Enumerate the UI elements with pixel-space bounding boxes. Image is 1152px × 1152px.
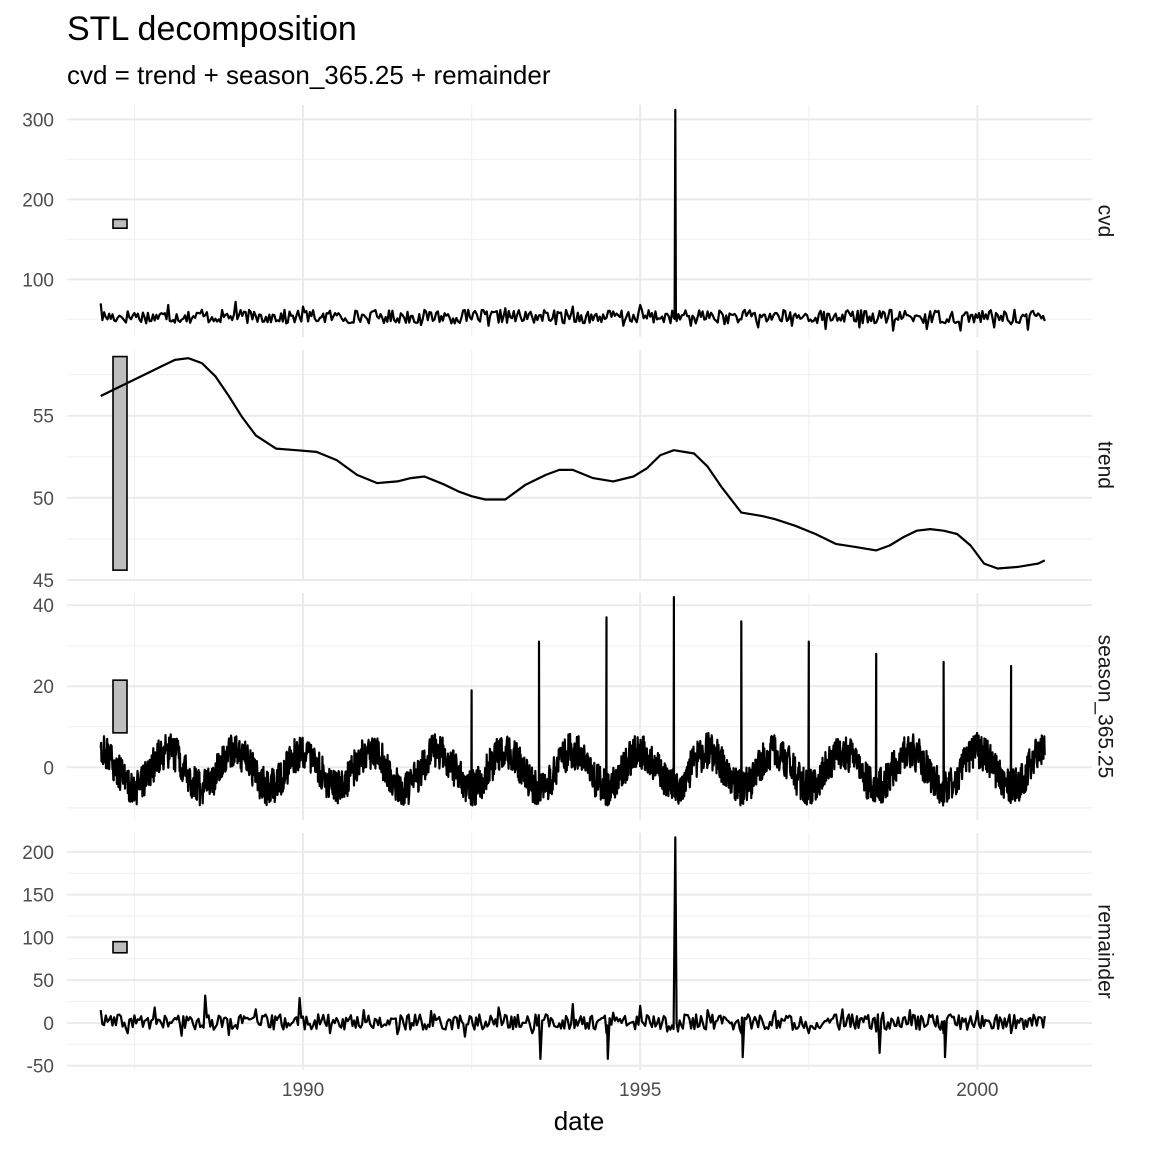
chart-subtitle: cvd = trend + season_365.25 + remainder	[67, 60, 551, 90]
x-tick-label: 1990	[282, 1080, 324, 1101]
panel-strip-label: cvd	[1093, 205, 1116, 238]
y-tick-label: 150	[22, 886, 54, 907]
y-tick-label: 200	[22, 843, 54, 864]
x-tick-label: 1995	[619, 1080, 661, 1101]
y-tick-label: 200	[22, 190, 54, 211]
remainder-series-line	[99, 836, 1046, 1060]
y-tick-label: 50	[33, 489, 54, 510]
y-tick-label: -50	[27, 1057, 54, 1078]
y-tick-label: 0	[43, 1014, 54, 1035]
x-tick-label: 2000	[956, 1080, 998, 1101]
panel-strip-label: trend	[1093, 441, 1116, 489]
y-tick-label: 50	[33, 971, 54, 992]
y-tick-label: 55	[33, 407, 54, 428]
remainder-scale-bar	[112, 940, 128, 954]
y-tick-label: 300	[22, 110, 54, 131]
y-tick-label: 0	[43, 758, 54, 779]
y-tick-label: 100	[22, 928, 54, 949]
x-axis-label: date	[554, 1106, 605, 1136]
panel-strip-label: remainder	[1093, 904, 1116, 999]
y-tick-label: 20	[33, 677, 54, 698]
trend-series-line	[100, 357, 1046, 570]
y-tick-label: 100	[22, 270, 54, 291]
panel-strip-label: season_365.25	[1093, 635, 1116, 779]
chart-title: STL decomposition	[67, 10, 357, 48]
season_365.25-scale-bar	[112, 679, 128, 734]
y-tick-label: 45	[33, 571, 54, 592]
cvd-series-line	[99, 108, 1046, 332]
cvd-scale-bar	[112, 218, 128, 229]
season_365.25-series-line	[99, 596, 1046, 807]
y-tick-label: 40	[33, 596, 54, 617]
trend-scale-bar	[112, 355, 128, 571]
